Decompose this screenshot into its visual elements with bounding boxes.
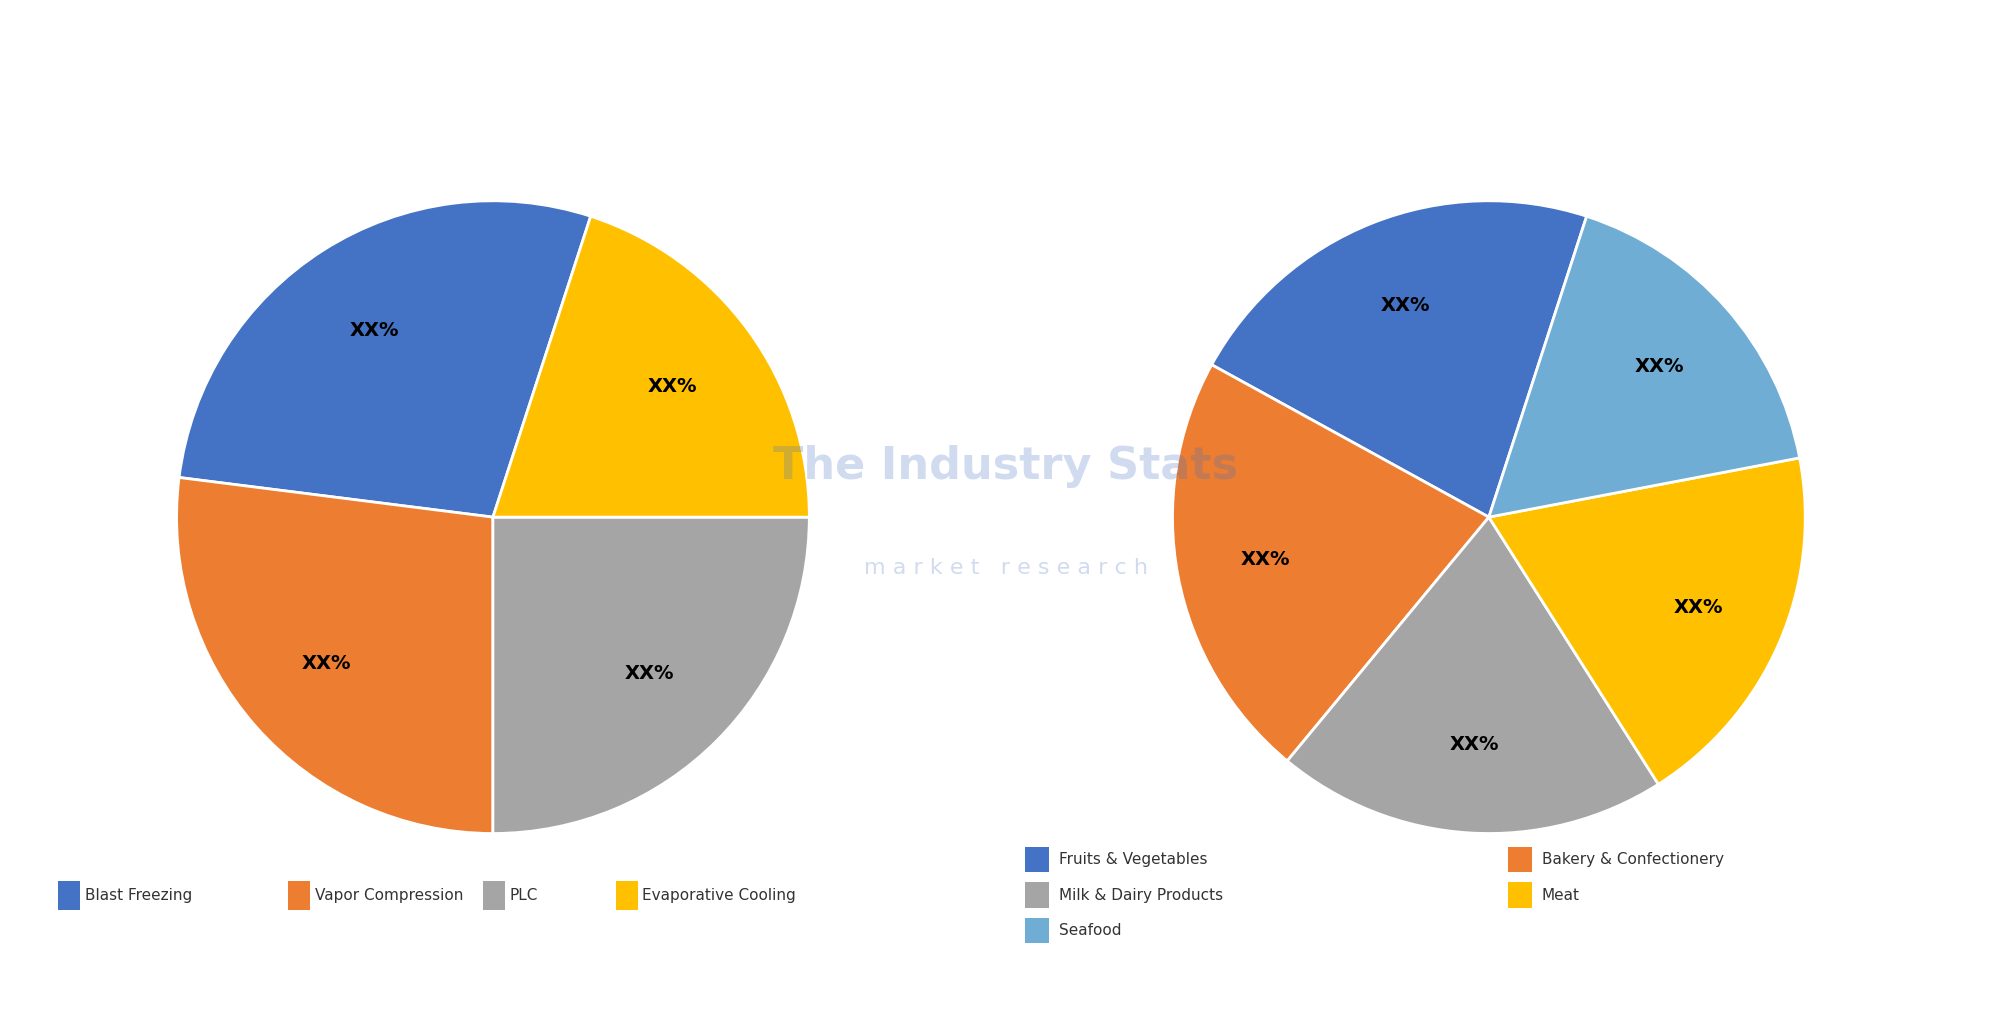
Wedge shape — [1211, 201, 1587, 517]
Bar — [1509, 882, 1533, 908]
Bar — [58, 881, 80, 910]
Bar — [616, 881, 638, 910]
Bar — [1509, 847, 1533, 872]
Wedge shape — [493, 216, 809, 517]
Text: Email: sales@theindustrystats.com: Email: sales@theindustrystats.com — [841, 967, 1171, 985]
Wedge shape — [1173, 365, 1489, 760]
Text: Milk & Dairy Products: Milk & Dairy Products — [1058, 888, 1223, 902]
Text: Fig. Global Food Refrigerated Warehousing Market Share by Product Types & Applic: Fig. Global Food Refrigerated Warehousin… — [24, 33, 1284, 58]
Text: XX%: XX% — [1636, 357, 1684, 376]
Text: Meat: Meat — [1541, 888, 1579, 902]
Text: Seafood: Seafood — [1058, 924, 1121, 938]
Text: XX%: XX% — [626, 664, 674, 683]
Wedge shape — [1489, 216, 1799, 517]
Bar — [1026, 882, 1050, 908]
Bar — [483, 881, 505, 910]
Text: Website: www.theindustrystats.com: Website: www.theindustrystats.com — [1648, 967, 1988, 985]
Text: XX%: XX% — [350, 320, 398, 340]
Wedge shape — [493, 517, 809, 834]
Text: Vapor Compression: Vapor Compression — [314, 888, 463, 903]
Text: Blast Freezing: Blast Freezing — [85, 888, 191, 903]
Bar — [1026, 918, 1050, 943]
Wedge shape — [179, 201, 592, 517]
Text: XX%: XX% — [1380, 296, 1431, 315]
Text: XX%: XX% — [1674, 598, 1722, 618]
Text: Bakery & Confectionery: Bakery & Confectionery — [1541, 853, 1724, 867]
Text: PLC: PLC — [509, 888, 537, 903]
Text: m a r k e t   r e s e a r c h: m a r k e t r e s e a r c h — [863, 558, 1149, 578]
Wedge shape — [1288, 517, 1658, 834]
Text: Fruits & Vegetables: Fruits & Vegetables — [1058, 853, 1207, 867]
Text: XX%: XX% — [1239, 551, 1290, 569]
Bar — [1026, 847, 1050, 872]
Wedge shape — [1489, 458, 1805, 784]
Text: XX%: XX% — [1451, 735, 1499, 754]
Text: XX%: XX% — [648, 377, 696, 396]
Text: The Industry Stats: The Industry Stats — [773, 445, 1239, 488]
Text: XX%: XX% — [302, 654, 352, 673]
Bar — [288, 881, 310, 910]
Wedge shape — [177, 478, 493, 834]
Text: Evaporative Cooling: Evaporative Cooling — [642, 888, 797, 903]
Text: Source: Theindustrystats Analysis: Source: Theindustrystats Analysis — [24, 967, 344, 985]
